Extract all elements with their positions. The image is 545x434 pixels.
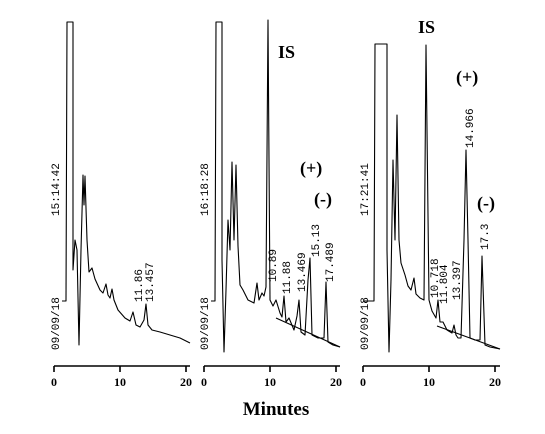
panel-3-peak-label: 10.718	[430, 258, 442, 298]
panel-1-time-stamp: 15:14:42	[51, 163, 63, 216]
panel-3-plus-annotation: (+)	[456, 67, 478, 88]
panel-3-is-annotation: IS	[418, 17, 435, 37]
panel-2-peak-label: 13.469	[297, 252, 309, 292]
panel-3-x-tick-label-0: 0	[360, 375, 366, 389]
panel-3-time-stamp: 17:21:41	[360, 163, 372, 216]
panel-3: 0 10 20 17:21:41 09/09/18 10.718 11.804 …	[360, 17, 501, 389]
panel-3-peak-label: 11.804	[439, 264, 451, 304]
panel-1-x-tick-label-10: 10	[114, 375, 126, 389]
panel-2: 0 10 20 16:18:28 09/09/18 10.89 11.88 13…	[200, 19, 342, 389]
panel-2-peak-label: 10.89	[268, 249, 280, 282]
panel-1-peak-label: 13.457	[145, 262, 157, 302]
panel-3-peak-label: 13.397	[452, 260, 464, 300]
panel-1-x-tick-label-20: 20	[180, 375, 192, 389]
panel-1: 0 10 20 15:14:42 09/09/18 11.86 13.457	[51, 21, 192, 389]
panel-2-is-annotation: IS	[278, 42, 295, 62]
panel-3-minus-annotation: (-)	[477, 193, 495, 214]
panel-2-x-tick-label-0: 0	[201, 375, 207, 389]
panel-2-baseline	[275, 317, 341, 348]
panel-3-baseline	[436, 325, 501, 350]
panel-3-x-tick-label-20: 20	[489, 375, 501, 389]
panel-2-peak-label: 15.13	[311, 224, 323, 257]
panel-1-x-tick-label-0: 0	[51, 375, 57, 389]
panel-2-x-tick-label-10: 10	[264, 375, 276, 389]
panel-2-x-tick-label-20: 20	[330, 375, 342, 389]
panel-2-minus-annotation: (-)	[314, 189, 332, 210]
x-axis-title: Minutes	[243, 399, 310, 420]
panel-2-peak-label: 11.88	[282, 261, 294, 294]
panel-2-peak-label: 17.489	[325, 242, 337, 282]
panel-3-peak-label: 14.966	[465, 108, 477, 148]
panel-2-plus-annotation: (+)	[300, 158, 322, 179]
panel-1-peak-label: 11.86	[134, 269, 146, 302]
panel-3-date-stamp: 09/09/18	[360, 297, 372, 350]
panel-2-date-stamp: 09/09/18	[200, 297, 212, 350]
panel-2-time-stamp: 16:18:28	[200, 163, 212, 216]
panel-2-trace	[211, 19, 341, 353]
panel-1-trace	[62, 21, 191, 346]
panel-3-x-tick-label-10: 10	[423, 375, 435, 389]
panel-3-peak-label: 17.3	[480, 224, 492, 250]
panel-3-trace	[363, 43, 501, 353]
panel-1-date-stamp: 09/09/18	[51, 297, 63, 350]
